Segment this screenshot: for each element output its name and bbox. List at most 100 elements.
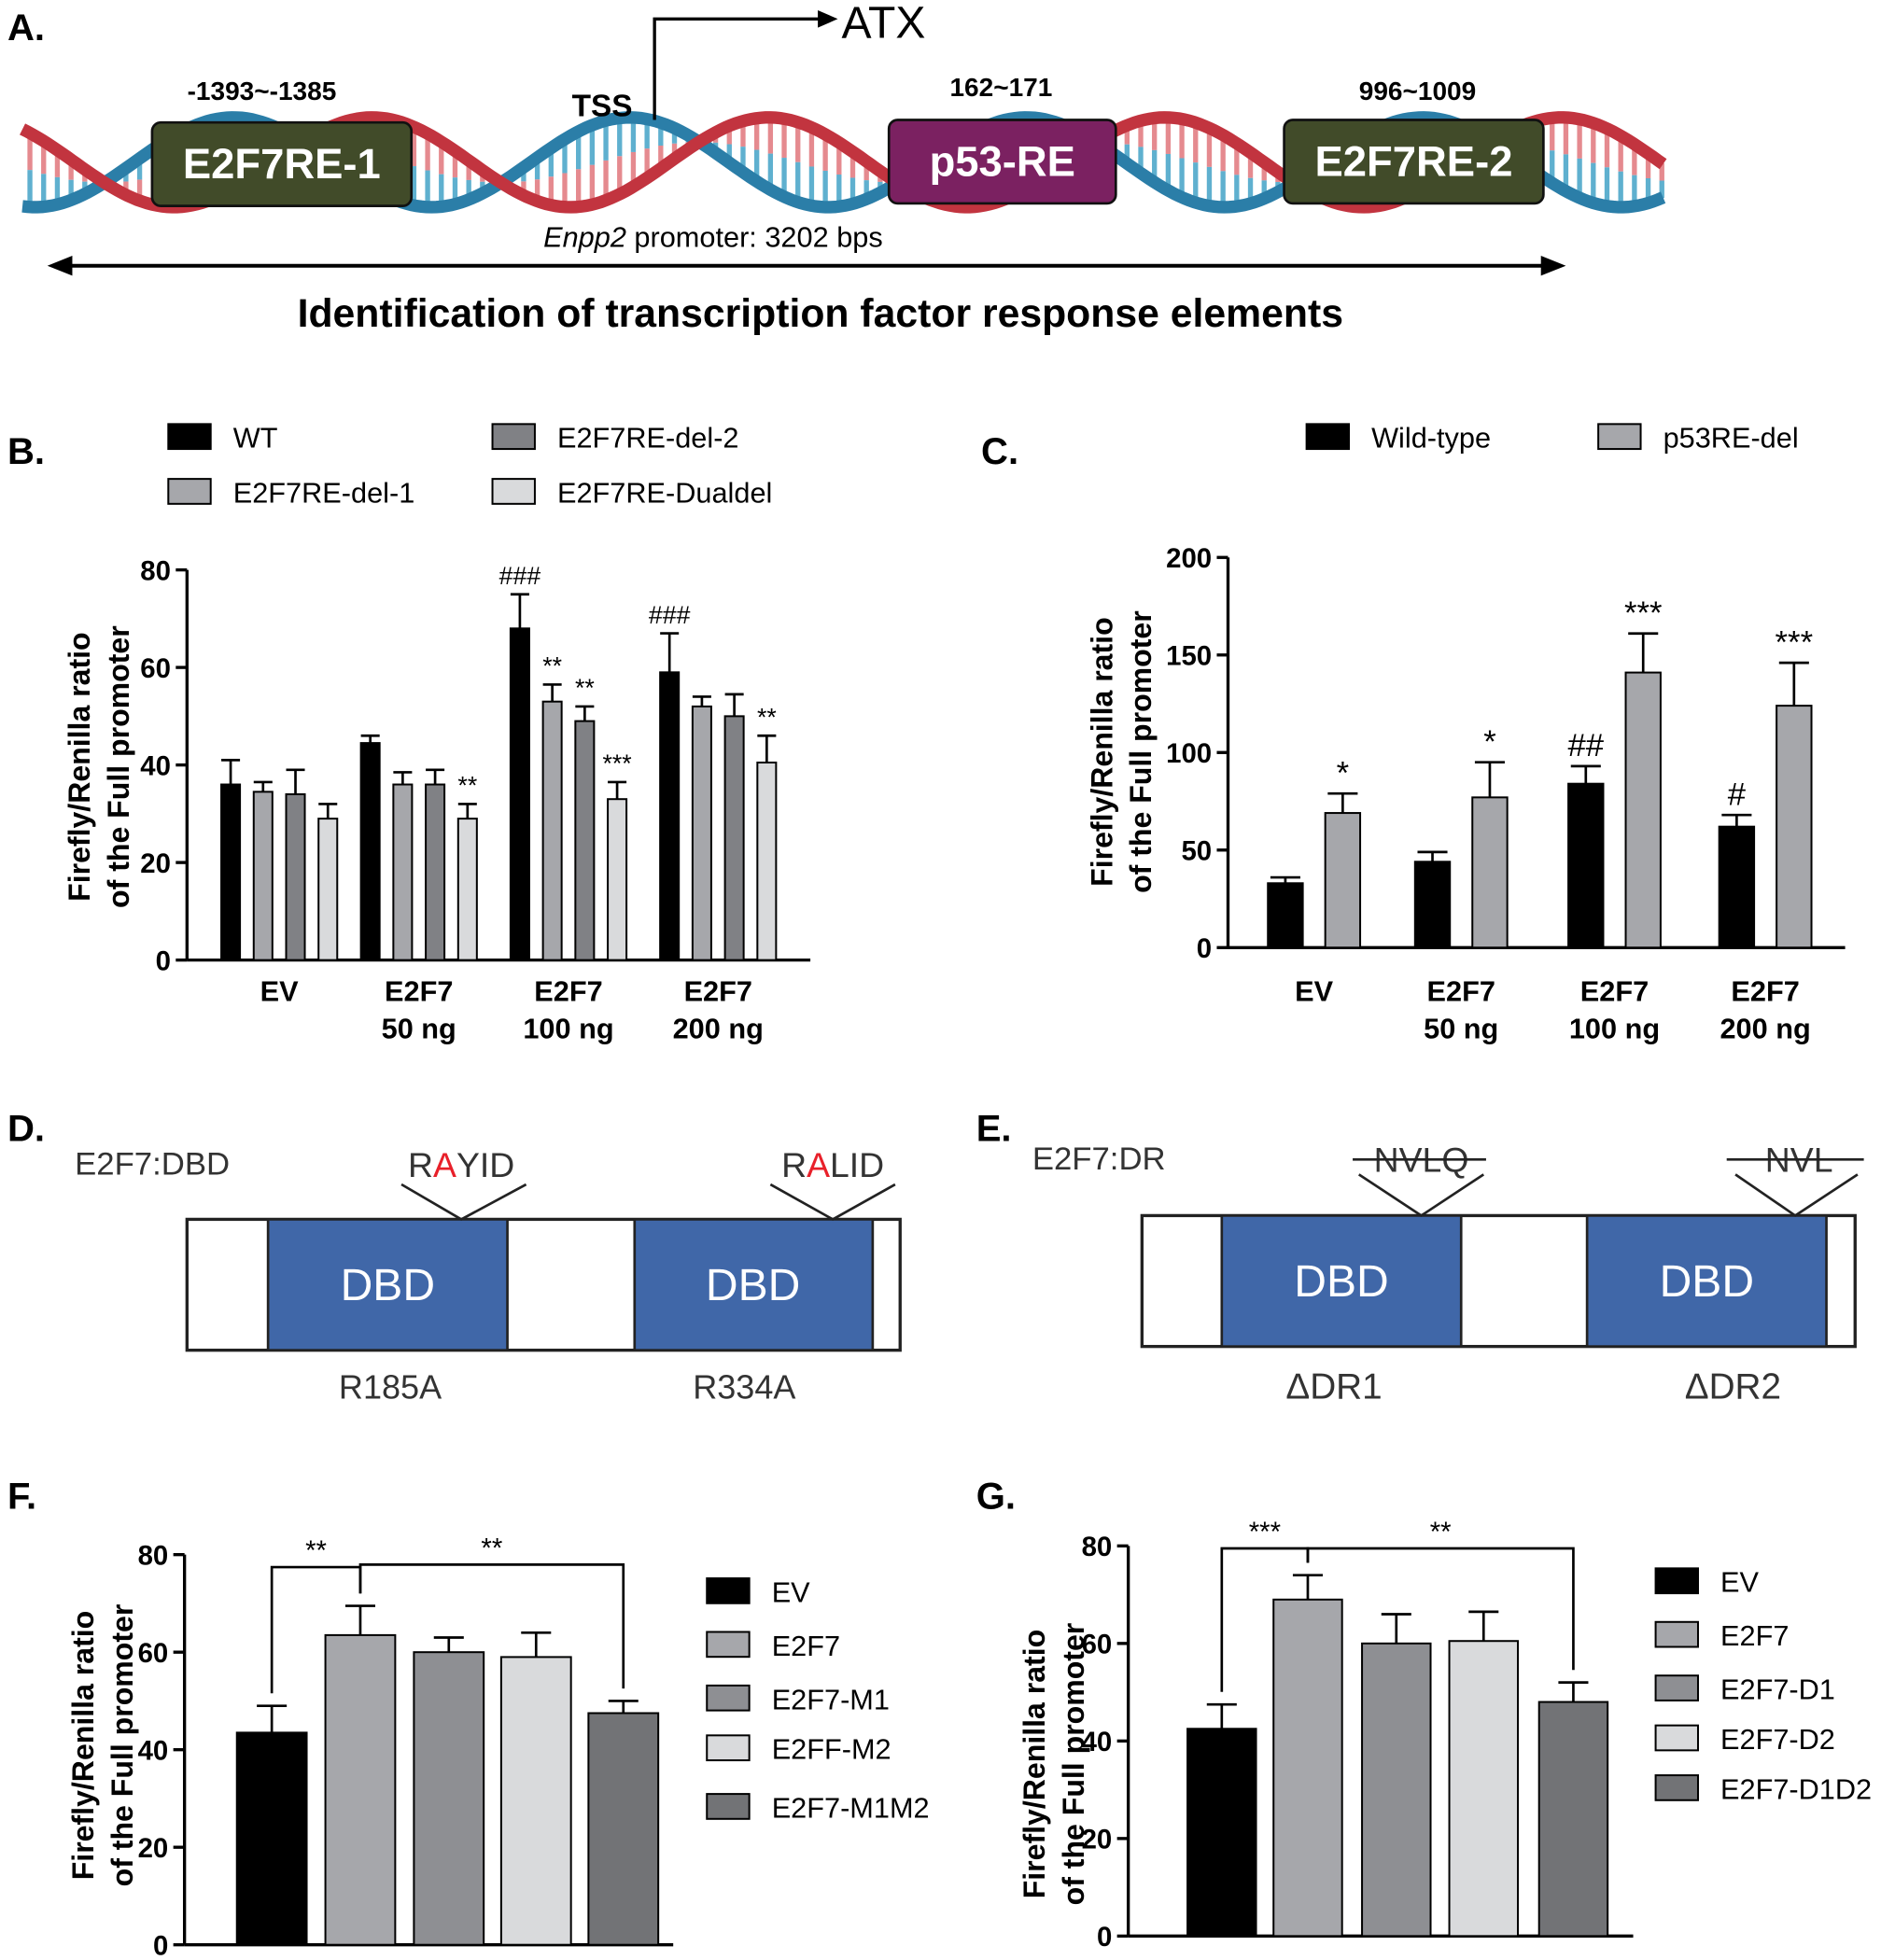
x-tick-label: EV [1295, 975, 1333, 1008]
legend-swatch [706, 1734, 751, 1762]
element-position: 162~171 [949, 73, 1052, 102]
x-tick-label: E2F7 200 ng [673, 975, 764, 1045]
domain-label: DBD [1660, 1256, 1754, 1307]
bar [425, 783, 446, 961]
error-bar [608, 780, 627, 800]
mutation-label: R185A [339, 1368, 442, 1407]
y-axis-title: Firefly/Renilla ratio of the Full promote… [63, 625, 135, 908]
legend-label: E2F7-D1D2 [1720, 1772, 1872, 1805]
legend-swatch [1654, 1620, 1699, 1648]
bar [285, 792, 306, 961]
y-axis-title: Firefly/Renilla ratio of the Full promote… [1085, 610, 1158, 893]
error-bar [521, 1631, 552, 1658]
bar [317, 818, 339, 961]
promoter-gene: Enpp2 [543, 221, 626, 254]
tss-label: TSS [572, 89, 633, 123]
chart: C. Firefly/Renilla ratio of the Full promo… [981, 422, 1846, 1045]
bar [392, 783, 414, 961]
significance: *** [602, 749, 631, 777]
construct-label: E2F7:DR [1032, 1141, 1166, 1177]
gene-label: ATX [841, 0, 925, 48]
y-tick-label: 100 [1166, 738, 1212, 769]
x-tick-label: E2F7 50 ng [1424, 975, 1498, 1045]
y-tick-label: 0 [156, 945, 171, 976]
bar [691, 705, 712, 961]
panel-label: A. [7, 7, 45, 49]
bar [1624, 671, 1662, 949]
y-tick-label: 200 [1166, 543, 1212, 574]
bar [1186, 1728, 1257, 1938]
bar [723, 715, 745, 961]
significance: ## [1567, 728, 1604, 763]
bar [574, 720, 596, 961]
bar [1448, 1640, 1520, 1938]
significance: ** [542, 652, 562, 680]
bar [659, 671, 681, 961]
legend-swatch [491, 478, 536, 505]
domain-label: DBD [706, 1260, 800, 1310]
element-position: -1393~-1385 [188, 77, 337, 105]
significance: # [1728, 777, 1747, 812]
legend-label: p53RE-del [1663, 422, 1799, 455]
domain [633, 1218, 875, 1351]
y-tick-label: 60 [138, 1638, 169, 1669]
y-tick-label: 0 [1097, 1922, 1112, 1953]
legend-label: E2F7-M1 [772, 1683, 890, 1715]
panel-label: B. [7, 431, 45, 472]
domain-label: DBD [341, 1260, 435, 1310]
site-pointer [400, 1183, 896, 1221]
bar [541, 700, 563, 961]
domain [1220, 1214, 1463, 1348]
panel-label: F. [7, 1476, 36, 1517]
panel-label: G. [976, 1476, 1016, 1517]
legend-swatch [706, 1577, 751, 1604]
error-bar [253, 780, 273, 792]
error-bar [426, 768, 445, 785]
bar [1776, 705, 1813, 949]
legend-swatch [706, 1684, 751, 1712]
significance: *** [1776, 624, 1814, 660]
domain [1585, 1214, 1828, 1348]
legend-label: E2F7 [772, 1630, 840, 1662]
bar [324, 1633, 397, 1946]
comparison-bracket [358, 1563, 625, 1689]
legend-label: EV [772, 1575, 810, 1608]
x-tick-label: E2F7 100 ng [1569, 975, 1660, 1045]
error-bar [221, 759, 241, 785]
significance: ### [499, 562, 541, 590]
deletion-label: ΔDR1 [1285, 1367, 1382, 1407]
y-tick-label: 20 [1082, 1825, 1113, 1855]
motif-part: R [781, 1145, 807, 1184]
bar [1267, 882, 1304, 949]
domain-label: DBD [1294, 1256, 1388, 1307]
y-tick-label: 0 [1197, 933, 1212, 964]
bar [499, 1656, 572, 1946]
motif: RAYID [408, 1145, 514, 1184]
legend-label: E2F7-D1 [1720, 1673, 1835, 1706]
tss-arrow [653, 17, 823, 120]
error-bar [360, 734, 380, 744]
y-tick-label: 40 [138, 1735, 169, 1766]
element-name: E2F7RE-2 [1315, 138, 1513, 186]
bar [1567, 782, 1605, 949]
element: p53-RE 162~171 [887, 73, 1117, 205]
legend-label: E2FF-M2 [772, 1733, 891, 1766]
y-tick-label: 0 [153, 1930, 168, 1960]
significance: ** [757, 704, 777, 732]
y-tick-label: 80 [138, 1540, 169, 1571]
y-tick-label: 40 [140, 750, 171, 781]
legend-swatch [1654, 1674, 1699, 1701]
mutated-residue: A [807, 1145, 830, 1184]
error-bar [660, 632, 680, 673]
legend-swatch [1654, 1724, 1699, 1752]
bar [587, 1712, 660, 1946]
y-tick-label: 50 [1181, 835, 1212, 866]
error-bar [1468, 1610, 1499, 1642]
significance: ** [457, 772, 477, 800]
error-bar [608, 1700, 639, 1714]
x-tick-label: E2F7 200 ng [1720, 975, 1810, 1045]
error-bar [542, 683, 562, 702]
promoter-label: Enpp2 promoter: 3202 bps [543, 221, 883, 254]
bar [1718, 825, 1756, 949]
